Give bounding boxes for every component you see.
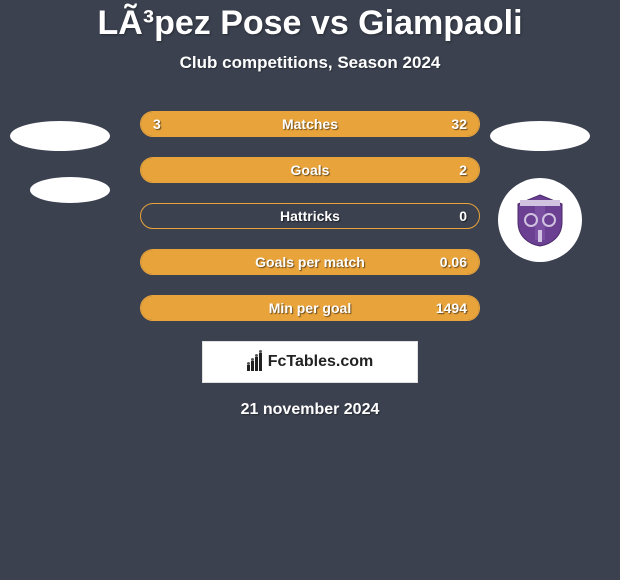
stat-row: 332Matches	[140, 111, 480, 137]
stat-row: 0Hattricks	[140, 203, 480, 229]
stat-label: Min per goal	[141, 296, 479, 320]
stat-label: Goals	[141, 158, 479, 182]
page-title: LÃ³pez Pose vs Giampaoli	[0, 4, 620, 43]
stat-row: 0.06Goals per match	[140, 249, 480, 275]
stat-label: Goals per match	[141, 250, 479, 274]
stats-chart: 332Matches 2Goals 0Hattricks 0.06Goals per …	[140, 111, 480, 321]
bar-chart-icon	[247, 353, 262, 371]
club-crest-icon	[512, 192, 568, 248]
source-badge[interactable]: FcTables.com	[202, 341, 418, 383]
subtitle: Club competitions, Season 2024	[0, 53, 620, 73]
date-label: 21 november 2024	[0, 401, 620, 419]
player-left-mark-2	[30, 177, 110, 203]
source-badge-text: FcTables.com	[268, 353, 374, 371]
player-right-mark	[490, 121, 590, 151]
stat-row: 2Goals	[140, 157, 480, 183]
player-left-mark-1	[10, 121, 110, 151]
stat-label: Hattricks	[141, 204, 479, 228]
stat-label: Matches	[141, 112, 479, 136]
stat-row: 1494Min per goal	[140, 295, 480, 321]
club-logo-right	[498, 178, 582, 262]
